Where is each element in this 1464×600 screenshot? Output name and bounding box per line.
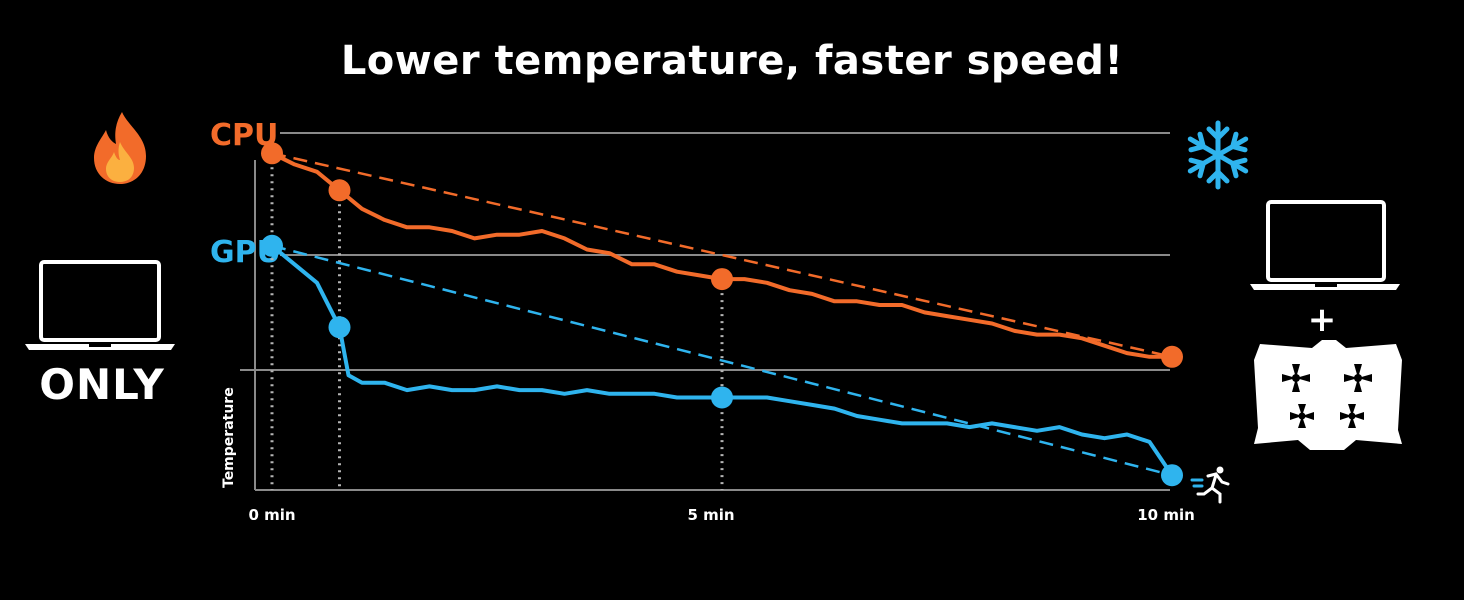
plus-sign: + (1307, 300, 1337, 340)
cpu-point-2 (711, 268, 733, 291)
gpu-point-1 (328, 316, 351, 339)
gpu-trend-line (271, 244, 1173, 477)
x-tick-label-0: 0 min (248, 506, 295, 524)
laptop-only-label: ONLY (39, 360, 165, 409)
runner-icon (1190, 466, 1230, 504)
gridlines (240, 132, 1170, 491)
cpu-point-3 (1161, 345, 1183, 368)
cooling-pad-icon (1254, 340, 1402, 450)
gpu-point-3 (1161, 464, 1183, 487)
laptop-icon (25, 260, 175, 350)
chart-marks (261, 142, 1183, 490)
gpu-point-0 (261, 234, 283, 257)
snowflake-icon (1187, 120, 1249, 190)
gpu-series-line (270, 244, 1174, 477)
gpu-point-2 (711, 386, 733, 409)
cpu-point-1 (328, 179, 351, 202)
chart-title: Lower temperature, faster speed! (340, 38, 1124, 84)
cpu-point-0 (261, 142, 283, 165)
y-axis-label: Temperature (221, 387, 237, 488)
x-tick-label-5: 5 min (687, 506, 734, 524)
right-laptop-icon (1250, 200, 1400, 290)
x-tick-label-10: 10 min (1137, 506, 1195, 524)
flame-icon (94, 112, 146, 184)
